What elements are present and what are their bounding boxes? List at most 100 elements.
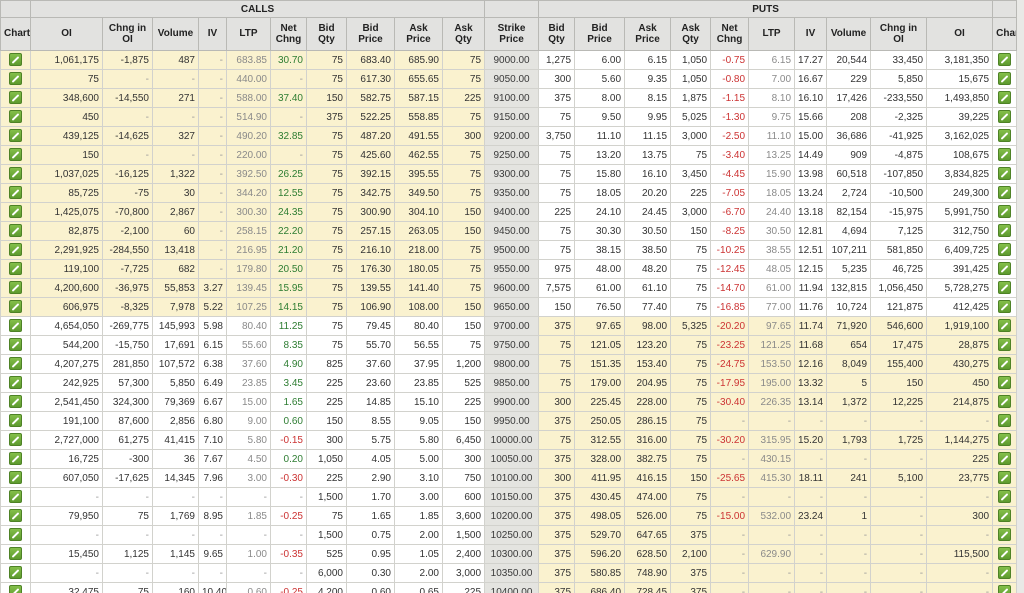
chart-trend-icon[interactable] [9,395,22,408]
chart-trend-icon[interactable] [9,528,22,541]
chart-trend-icon[interactable] [998,281,1012,294]
call-chng-in-oi-cell: 75 [102,506,153,526]
put-volume-cell: 2,724 [826,183,872,203]
chart-trend-icon[interactable] [998,91,1012,104]
put-iv-cell: 11.68 [794,335,828,355]
chart-trend-icon[interactable] [998,509,1012,522]
put-net-chng-cell: - [710,449,750,469]
chart-trend-icon[interactable] [998,547,1012,560]
chart-trend-icon[interactable] [9,129,22,142]
chart-trend-icon[interactable] [9,186,22,199]
strike-price-cell: 9850.00 [484,373,540,393]
put-chart-cell [992,430,1018,450]
call-ask-price-cell: 0.65 [394,582,443,593]
chart-trend-icon[interactable] [9,167,22,180]
put-ltp-cell: - [748,582,796,593]
option-chain-row: 1,037,025 -16,125 1,322-392.50 26.25 75 392.1… [0,164,1018,184]
chart-trend-icon[interactable] [998,53,1012,66]
put-ask-qty-cell: 375 [670,525,712,545]
trend-line-glyph [11,132,20,140]
call-bid-price-cell: 1.70 [346,487,395,507]
chart-trend-icon[interactable] [998,376,1012,389]
call-ask-qty-cell: 6,450 [441,430,486,450]
chart-trend-icon[interactable] [998,319,1012,332]
chart-trend-icon[interactable] [9,509,22,522]
chart-trend-icon[interactable] [998,566,1012,579]
chart-trend-icon[interactable] [9,148,22,161]
call-ask-qty-cell: 750 [441,468,486,488]
chart-trend-icon[interactable] [998,148,1012,161]
chart-trend-icon[interactable] [998,433,1012,446]
call-chng-in-oi-cell: 1,125 [102,544,153,564]
put-oi-cell: 28,875 [926,335,994,355]
chart-trend-icon[interactable] [998,224,1012,237]
chart-trend-icon[interactable] [998,110,1012,123]
chart-trend-icon[interactable] [9,585,22,593]
chart-trend-icon[interactable] [998,338,1012,351]
call-volume-cell: - [152,107,199,127]
chart-trend-icon[interactable] [9,91,22,104]
chart-trend-icon[interactable] [9,281,22,294]
call-oi-cell: - [30,563,103,583]
chart-trend-icon[interactable] [998,72,1012,85]
put-iv-cell: - [794,449,828,469]
chart-trend-icon[interactable] [9,433,22,446]
chart-trend-icon[interactable] [9,110,22,123]
call-oi-cell: 439,125 [30,126,103,146]
chart-trend-icon[interactable] [998,528,1012,541]
call-bid-qty-cell: 225 [306,392,347,412]
chart-trend-icon[interactable] [9,490,22,503]
chart-trend-icon[interactable] [998,414,1012,427]
chart-trend-icon[interactable] [998,243,1012,256]
chart-trend-icon[interactable] [9,262,22,275]
chart-trend-icon[interactable] [9,376,22,389]
chart-trend-icon[interactable] [9,205,22,218]
chart-trend-icon[interactable] [9,452,22,465]
call-ask-price-cell: 2.00 [394,525,443,545]
chart-trend-icon[interactable] [998,300,1012,313]
call-ask-qty-cell: 75 [441,107,486,127]
put-chart-cell [992,335,1018,355]
strike-price-cell: 10400.00 [484,582,540,593]
chart-trend-icon[interactable] [9,547,22,560]
put-net-chng-cell: -15.00 [710,506,750,526]
call-ltp-cell: 258.15 [226,221,271,241]
chart-trend-icon[interactable] [998,452,1012,465]
call-ltp-cell: 220.00 [226,145,271,165]
call-bid-price-cell: 257.15 [346,221,395,241]
chart-trend-icon[interactable] [9,300,22,313]
chart-trend-icon[interactable] [998,167,1012,180]
trend-line-glyph [11,512,20,520]
chart-trend-icon[interactable] [9,338,22,351]
chart-trend-icon[interactable] [998,262,1012,275]
chart-trend-icon[interactable] [9,471,22,484]
put-ask-qty-cell: 75 [670,240,712,260]
chart-trend-icon[interactable] [9,414,22,427]
chart-trend-icon[interactable] [9,72,22,85]
put-bid-price-cell: 179.00 [574,373,626,393]
chart-trend-icon[interactable] [9,319,22,332]
put-oi-cell: - [926,487,994,507]
call-bid-price-cell: 300.90 [346,202,395,222]
chart-trend-icon[interactable] [998,186,1012,199]
call-ltp-cell: 1.85 [226,506,271,526]
chart-trend-icon[interactable] [998,129,1012,142]
call-ask-qty-cell: 150 [441,221,486,241]
call-ask-price-cell: 3.10 [394,468,443,488]
chart-trend-icon[interactable] [9,224,22,237]
col-header-call-ltp: LTP [226,17,271,51]
chart-trend-icon[interactable] [998,471,1012,484]
col-header-put-ask-qty: Ask Qty [670,17,712,51]
call-bid-qty-cell: 6,000 [306,563,347,583]
call-net-chng-cell: - [270,69,307,89]
chart-trend-icon[interactable] [9,53,22,66]
chart-trend-icon[interactable] [9,243,22,256]
chart-trend-icon[interactable] [9,357,22,370]
chart-trend-icon[interactable] [998,490,1012,503]
chart-trend-icon[interactable] [998,357,1012,370]
chart-trend-icon[interactable] [998,395,1012,408]
chart-trend-icon[interactable] [998,585,1012,593]
chart-trend-icon[interactable] [9,566,22,579]
chart-trend-icon[interactable] [998,205,1012,218]
put-volume-cell: 1 [826,506,872,526]
